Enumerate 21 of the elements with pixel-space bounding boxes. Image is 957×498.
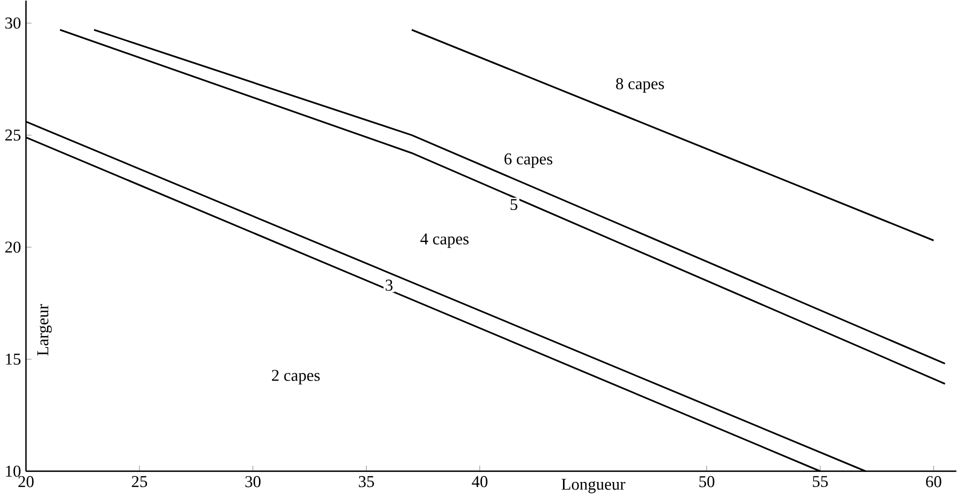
annotation: 2 capes: [272, 370, 320, 384]
x-axis-title: Longueur: [562, 478, 626, 494]
y-tick-label: 30: [5, 18, 20, 29]
y-tick-label: 10: [6, 466, 20, 477]
x-tick-label: 35: [358, 476, 374, 488]
x-tick-label: 40: [472, 476, 488, 488]
annotation: 4 capes: [420, 234, 469, 248]
x-tick-label: 20: [18, 476, 34, 488]
x-tick-label: 25: [132, 476, 148, 488]
annotation: 8 capes: [616, 78, 664, 93]
y-tick-label: 25: [5, 130, 20, 141]
x-tick-label: 55: [812, 476, 828, 488]
y-tick-label: 20: [5, 242, 20, 253]
annotation: 3: [386, 280, 393, 291]
x-tick-label: 60: [926, 476, 942, 488]
y-tick-label: 15: [6, 354, 20, 365]
y-axis-title: Largeur: [37, 304, 52, 356]
x-tick-label: 30: [245, 476, 261, 488]
annotation: 6 capes: [504, 154, 552, 168]
annotation: 5: [510, 199, 518, 210]
x-tick-label: 50: [699, 476, 714, 488]
